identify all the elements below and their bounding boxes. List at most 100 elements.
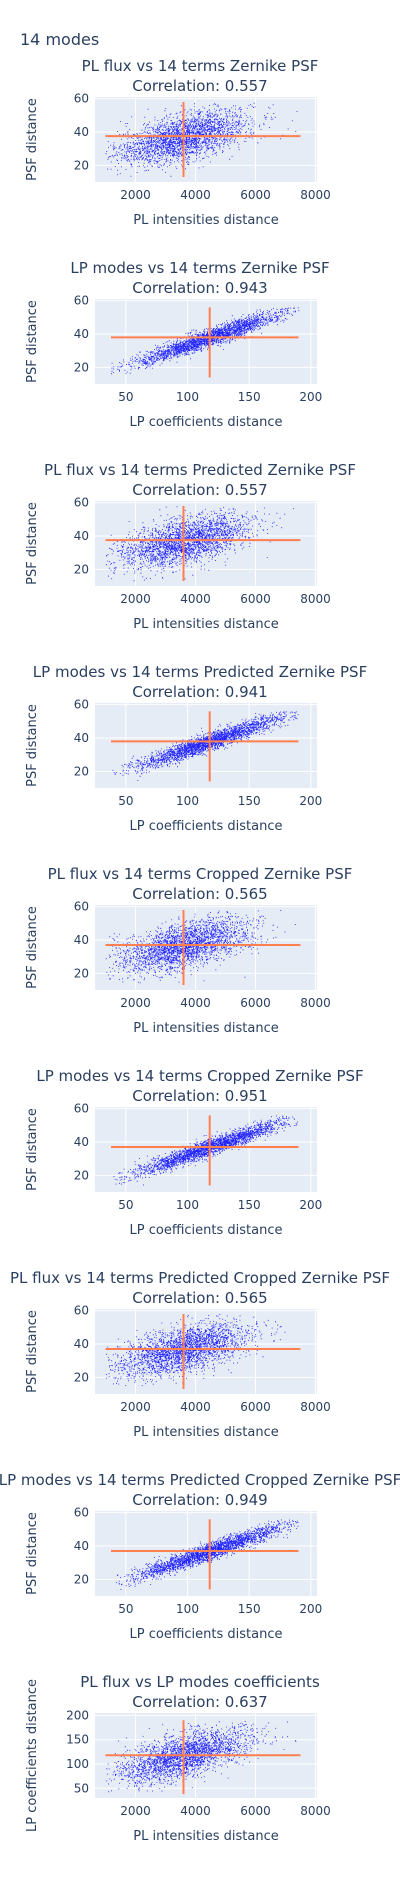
x-tick-label: 200 — [299, 390, 322, 404]
y-tick-label: 60 — [74, 1102, 89, 1116]
scatter-points — [105, 1314, 286, 1387]
y-tick-label: 40 — [74, 1337, 89, 1351]
chart-1: PL flux vs 14 terms Zernike PSF Correlati… — [25, 57, 331, 228]
scatter-point — [105, 910, 296, 984]
y-tick-label: 20 — [74, 1572, 89, 1586]
x-tick-label: 6000 — [240, 1804, 271, 1818]
x-tick-label: 6000 — [240, 1400, 271, 1414]
chart-8: LP modes vs 14 terms Predicted Cropped Z… — [0, 1471, 400, 1642]
x-tick-label: 100 — [176, 1602, 199, 1616]
y-tick-label: 60 — [74, 294, 89, 308]
y-axis-label: PSF distance — [25, 704, 40, 787]
y-tick-label: 60 — [74, 92, 89, 106]
scatter-point — [112, 711, 299, 781]
chart-title: PL flux vs LP modes coefficients — [80, 1673, 320, 1691]
scatter-point — [105, 1314, 286, 1387]
chart-subtitle: Correlation: 0.557 — [132, 481, 267, 499]
chart-subtitle: Correlation: 0.943 — [132, 279, 267, 297]
x-tick-label: 50 — [118, 390, 133, 404]
chart-title: LP modes vs 14 terms Predicted Zernike P… — [33, 663, 367, 681]
x-tick-label: 200 — [299, 1602, 322, 1616]
y-axis-label: PSF distance — [25, 98, 40, 181]
y-tick-label: 60 — [74, 698, 89, 712]
scatter-points — [105, 910, 296, 984]
x-tick-label: 50 — [118, 1602, 133, 1616]
chart-4: LP modes vs 14 terms Predicted Zernike P… — [25, 663, 367, 834]
chart-title: PL flux vs 14 terms Zernike PSF — [82, 57, 319, 75]
y-tick-label: 20 — [74, 562, 89, 576]
x-tick-label: 150 — [238, 794, 261, 808]
x-tick-label: 4000 — [180, 1400, 211, 1414]
y-axis-label: PSF distance — [25, 1512, 40, 1595]
x-tick-label: 4000 — [180, 1804, 211, 1818]
chart-6: LP modes vs 14 terms Cropped Zernike PSF… — [25, 1067, 364, 1238]
x-axis-label: PL intensities distance — [133, 1021, 278, 1036]
y-tick-label: 20 — [74, 966, 89, 980]
x-axis-label: LP coefficients distance — [130, 1627, 283, 1642]
chart-subtitle: Correlation: 0.637 — [132, 1693, 267, 1711]
y-tick-label: 40 — [74, 327, 89, 341]
chart-subtitle: Correlation: 0.951 — [132, 1087, 267, 1105]
x-tick-label: 8000 — [300, 188, 331, 202]
y-tick-label: 60 — [74, 1506, 89, 1520]
chart-subtitle: Correlation: 0.565 — [132, 1289, 267, 1307]
x-tick-label: 50 — [118, 1198, 133, 1212]
x-tick-label: 6000 — [240, 592, 271, 606]
y-tick-label: 20 — [74, 1168, 89, 1182]
scatter-points — [116, 1519, 299, 1590]
x-tick-label: 4000 — [180, 592, 211, 606]
y-tick-label: 40 — [74, 933, 89, 947]
y-tick-label: 150 — [66, 1733, 89, 1747]
chart-title: PL flux vs 14 terms Predicted Cropped Ze… — [10, 1269, 390, 1287]
x-tick-label: 4000 — [180, 996, 211, 1010]
y-tick-label: 60 — [74, 1304, 89, 1318]
scatter-point — [105, 506, 294, 582]
y-tick-label: 40 — [74, 1539, 89, 1553]
y-tick-label: 60 — [74, 900, 89, 914]
x-tick-label: 6000 — [240, 996, 271, 1010]
chart-subtitle: Correlation: 0.941 — [132, 683, 267, 701]
chart-title: LP modes vs 14 terms Cropped Zernike PSF — [36, 1067, 363, 1085]
x-axis-label: PL intensities distance — [133, 213, 278, 228]
scatter-point — [106, 1721, 297, 1793]
y-tick-label: 20 — [74, 764, 89, 778]
x-axis-label: LP coefficients distance — [130, 819, 283, 834]
x-tick-label: 100 — [176, 794, 199, 808]
x-tick-label: 8000 — [300, 1804, 331, 1818]
chart-title: LP modes vs 14 terms Predicted Cropped Z… — [0, 1471, 400, 1489]
y-axis-label: PSF distance — [25, 1108, 40, 1191]
y-axis-label: PSF distance — [25, 906, 40, 989]
scatter-point — [111, 307, 300, 375]
x-tick-label: 8000 — [300, 996, 331, 1010]
chart-7: PL flux vs 14 terms Predicted Cropped Ze… — [10, 1269, 390, 1440]
chart-5: PL flux vs 14 terms Cropped Zernike PSF C… — [25, 865, 352, 1036]
x-tick-label: 150 — [238, 1198, 261, 1212]
scatter-point — [113, 1115, 298, 1186]
y-tick-label: 50 — [74, 1781, 89, 1795]
y-tick-label: 40 — [74, 529, 89, 543]
scatter-points — [105, 506, 294, 582]
x-axis-label: LP coefficients distance — [130, 415, 283, 430]
y-tick-label: 40 — [74, 125, 89, 139]
x-tick-label: 50 — [118, 794, 133, 808]
scatter-point — [116, 1519, 299, 1590]
x-tick-label: 100 — [176, 390, 199, 404]
chart-subtitle: Correlation: 0.557 — [132, 77, 267, 95]
x-tick-label: 2000 — [120, 592, 151, 606]
scatter-points — [111, 307, 300, 375]
x-axis-label: LP coefficients distance — [130, 1223, 283, 1238]
chart-9: PL flux vs LP modes coefficients Correlat… — [25, 1673, 331, 1844]
x-tick-label: 6000 — [240, 188, 271, 202]
chart-subtitle: Correlation: 0.565 — [132, 885, 267, 903]
x-tick-label: 8000 — [300, 592, 331, 606]
y-tick-label: 20 — [74, 1370, 89, 1384]
x-tick-label: 2000 — [120, 1400, 151, 1414]
chart-title: PL flux vs 14 terms Predicted Zernike PS… — [44, 461, 356, 479]
y-axis-label: PSF distance — [25, 300, 40, 383]
chart-3: PL flux vs 14 terms Predicted Zernike PS… — [25, 461, 356, 632]
scatter-points — [106, 1721, 297, 1793]
x-axis-label: PL intensities distance — [133, 1829, 278, 1844]
page-title: 14 modes — [20, 30, 100, 49]
x-axis-label: PL intensities distance — [133, 617, 278, 632]
chart-subtitle: Correlation: 0.949 — [132, 1491, 267, 1509]
